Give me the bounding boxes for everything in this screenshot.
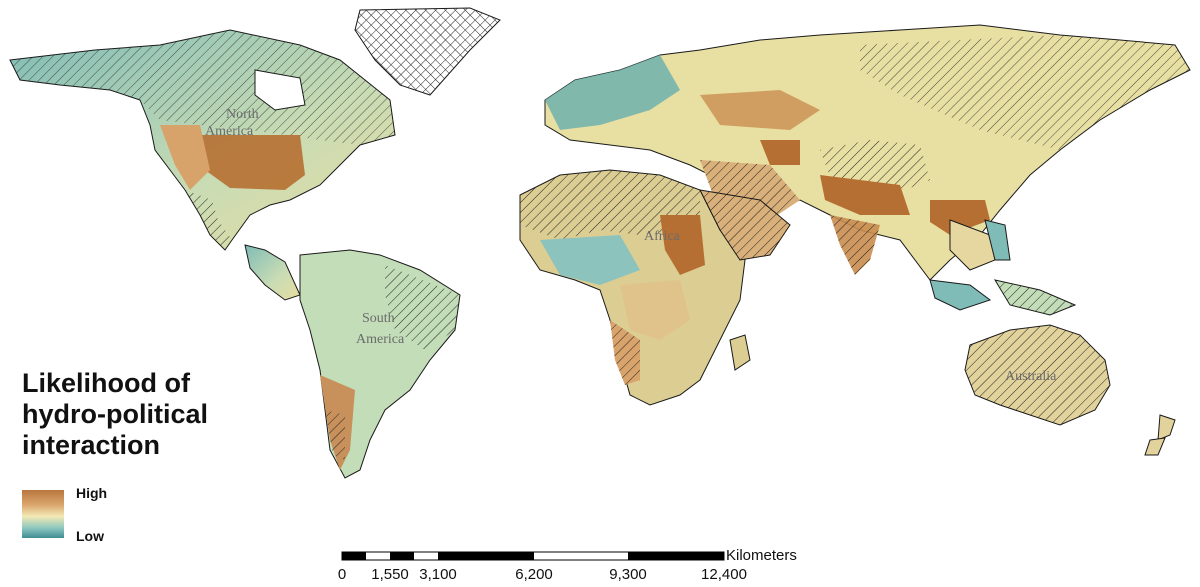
- australia: Australia: [964, 324, 1111, 426]
- scale-tick-9300: 9,300: [609, 566, 647, 583]
- label-north-america: North: [226, 107, 259, 122]
- scale-tick-12400: 12,400: [701, 566, 747, 583]
- svg-text:America: America: [205, 124, 254, 139]
- scale-tick-1550: 1,550: [371, 566, 409, 583]
- arabian-peninsula: [699, 189, 791, 261]
- scale-tick-0: 0: [337, 566, 347, 583]
- legend-title: Likelihood of hydro-political interactio…: [22, 368, 209, 460]
- label-australia: Australia: [1005, 369, 1057, 384]
- africa: Africa: [519, 169, 751, 406]
- legend-low-label: Low: [76, 528, 104, 544]
- south-america: South America: [299, 249, 461, 479]
- north-america: North America: [9, 29, 396, 301]
- svg-text:America: America: [356, 332, 405, 347]
- scale-unit-label: Kilometers: [726, 547, 797, 564]
- new-zealand: [1144, 414, 1176, 456]
- southeast-asia-islands: [929, 219, 1077, 316]
- scale-tick-3100: 3,100: [419, 566, 457, 583]
- label-africa: Africa: [644, 229, 681, 244]
- legend-color-ramp: [22, 490, 64, 538]
- legend-high-label: High: [76, 485, 108, 501]
- eurasia: [544, 24, 1191, 281]
- scale-bar: [341, 551, 725, 561]
- label-south-america: South: [362, 311, 395, 326]
- scale-tick-6200: 6,200: [515, 566, 553, 583]
- greenland: [354, 7, 501, 96]
